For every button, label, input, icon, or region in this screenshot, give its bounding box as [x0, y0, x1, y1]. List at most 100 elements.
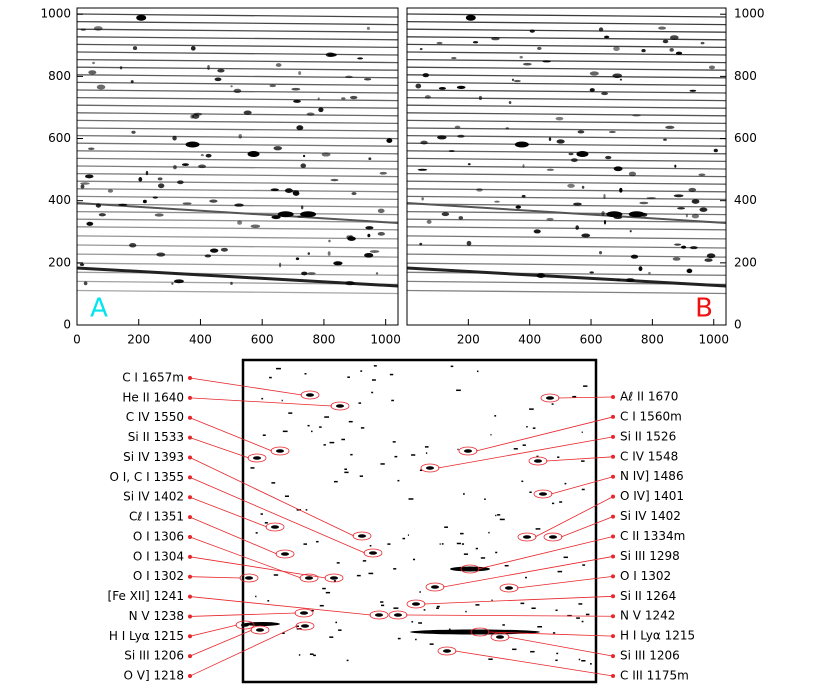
spectral-spot — [325, 591, 331, 594]
feature-core — [505, 586, 513, 590]
emission-spot — [270, 188, 280, 192]
feature-ellipse — [299, 573, 319, 583]
spectral-spot — [563, 556, 568, 559]
emission-spot — [568, 152, 574, 156]
emission-spot — [419, 242, 423, 246]
spectral-spot — [380, 463, 385, 465]
emission-spot — [673, 194, 684, 198]
leader-line — [454, 650, 614, 677]
emission-spot — [542, 60, 551, 63]
spectral-spot — [581, 431, 583, 434]
emission-spot — [327, 53, 337, 57]
emission-spot — [238, 133, 243, 139]
emission-spot — [686, 268, 693, 274]
panel-label: B — [695, 294, 713, 324]
spectral-spot — [436, 605, 440, 608]
leader-line — [189, 625, 298, 677]
spectral-spot — [531, 607, 536, 610]
emission-spot — [613, 166, 623, 172]
emission-spot — [321, 152, 331, 157]
emission-spot — [638, 266, 643, 272]
emission-spot — [514, 141, 529, 148]
emission-spot — [599, 251, 603, 255]
emission-spot — [576, 151, 589, 158]
spectral-spot — [557, 570, 563, 573]
spectrum-image — [406, 13, 727, 295]
emission-spot — [669, 47, 674, 52]
line-label: O I, C I 1355 — [109, 470, 184, 484]
feature-core — [496, 635, 504, 639]
emission-spot — [243, 110, 252, 115]
line-label: H I Lyα 1215 — [620, 629, 695, 643]
feature-ellipse — [247, 453, 267, 463]
feature-ellipse — [270, 446, 290, 456]
emission-spot — [318, 107, 324, 113]
order-streak — [76, 165, 399, 170]
order-streak — [406, 157, 727, 163]
spectral-spot — [371, 391, 374, 394]
emission-spot — [220, 247, 228, 252]
feature-core — [300, 611, 308, 615]
emission-spot — [207, 64, 210, 70]
spectral-spot — [244, 622, 280, 626]
emission-spot — [198, 164, 207, 169]
spectral-spot — [522, 444, 526, 446]
emission-spot — [424, 95, 431, 99]
emission-spot — [292, 191, 300, 196]
order-streak — [76, 96, 399, 102]
line-label: O I 1306 — [133, 529, 184, 543]
spectral-spot — [460, 532, 464, 535]
order-streak — [406, 58, 727, 64]
y-tick-label: 1000 — [734, 7, 765, 21]
emission-spot — [613, 46, 620, 52]
emission-spot — [366, 26, 370, 30]
emission-spot — [641, 48, 646, 53]
feature-ellipse — [499, 583, 519, 593]
spectral-spot — [255, 595, 257, 598]
emission-spot — [515, 205, 521, 209]
y-tick-label: 200 — [48, 255, 71, 269]
spectral-spot — [424, 446, 429, 448]
emission-spot — [275, 63, 282, 67]
order-streak — [406, 104, 727, 109]
spectral-spot — [497, 514, 501, 516]
order-streak — [76, 195, 399, 201]
emission-spot — [293, 99, 301, 103]
x-tick-label: 800 — [312, 333, 335, 347]
spectral-spot — [419, 469, 423, 472]
feature-ellipse — [330, 401, 350, 411]
spectral-spot — [512, 648, 517, 651]
spectral-spot — [525, 576, 527, 579]
spectral-spot — [589, 663, 592, 665]
spectral-spot — [537, 625, 543, 628]
spectral-spot — [250, 467, 255, 469]
emission-spot — [466, 240, 472, 246]
y-tick-label: 800 — [734, 69, 757, 83]
spectral-spot — [347, 376, 350, 378]
spectral-spot — [520, 602, 525, 605]
emission-spot — [345, 280, 355, 286]
spectral-spot — [408, 498, 414, 500]
emission-spot — [369, 250, 380, 253]
y-tick-label: 600 — [48, 131, 71, 145]
order-streak — [406, 28, 727, 33]
spectral-spot — [402, 537, 406, 540]
emission-spot — [700, 41, 705, 45]
spectral-spot — [316, 540, 319, 543]
emission-spot — [328, 239, 331, 243]
spectral-spot — [397, 637, 401, 640]
leader-line — [189, 377, 303, 396]
emission-spot — [157, 177, 163, 181]
emission-spot — [173, 279, 184, 284]
emission-spot — [330, 178, 339, 182]
spectral-spot — [418, 622, 423, 624]
emission-spot — [156, 252, 166, 257]
panel-frame — [406, 7, 727, 326]
feature-ellipse — [294, 608, 314, 618]
feature-ellipse — [239, 573, 259, 583]
emission-spot — [533, 229, 541, 234]
spectral-spot — [532, 427, 536, 429]
feature-core — [358, 534, 366, 538]
spectral-spot — [488, 658, 493, 660]
order-streak — [406, 226, 727, 231]
